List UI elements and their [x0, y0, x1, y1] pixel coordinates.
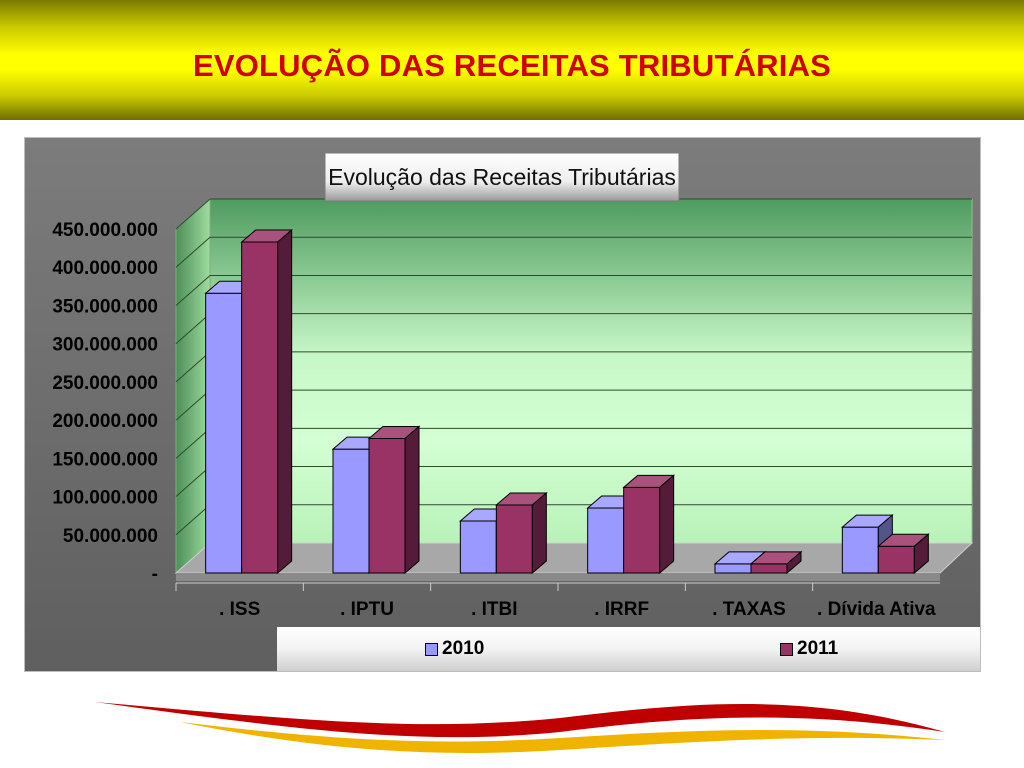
gridlines [175, 198, 972, 536]
gridline-side [175, 504, 211, 536]
legend-item-2010: 2010 [425, 638, 484, 660]
y-tick-label: 50.000.000 [63, 526, 158, 547]
bar-front [750, 563, 788, 574]
y-tick-label: 100.000.000 [52, 488, 158, 509]
legend-swatch-2010 [425, 642, 438, 656]
back-wall [209, 198, 973, 544]
legend: 2010 2011 [277, 627, 980, 671]
bar-2011-5 [876, 533, 930, 575]
gridline-side [175, 313, 211, 345]
gridline-side [175, 351, 211, 383]
bar-2011-2 [494, 491, 548, 575]
bar-front [587, 507, 625, 574]
y-tick-label: 200.000.000 [52, 411, 158, 432]
bar-2011-3 [622, 474, 676, 575]
bar-side [786, 550, 802, 575]
bar-side [531, 491, 547, 575]
x-tick-label: . Dívida Ativa [817, 599, 936, 620]
y-tick-label: - [152, 564, 158, 585]
bar-front [459, 520, 497, 574]
gridline-side [175, 427, 211, 459]
chart-title: Evolução das Receitas Tributárias [328, 164, 676, 190]
y-axis: - 50.000.000 100.000.000 150.000.000 200.000… [52, 220, 158, 585]
bar-side [277, 228, 293, 575]
x-tick-label: . ITBI [471, 599, 517, 620]
bar-side [404, 425, 420, 575]
bar-front [205, 292, 243, 574]
y-tick-label: 350.000.000 [52, 296, 158, 317]
bar-2011-0 [240, 228, 294, 575]
gridline-side [175, 389, 211, 421]
gridline-side [175, 275, 211, 306]
floor-front [176, 573, 940, 581]
y-tick-label: 400.000.000 [52, 258, 158, 279]
bar-2011-1 [367, 425, 421, 575]
bar-front [368, 437, 406, 574]
bar-front [877, 545, 915, 574]
plot-area [175, 197, 973, 575]
x-tick-label: . TAXAS [712, 599, 786, 620]
bar-front [623, 486, 661, 574]
bar-side [913, 533, 929, 575]
title-banner: EVOLUÇÃO DAS RECEITAS TRIBUTÁRIAS [0, 0, 1024, 120]
side-wall [175, 197, 211, 575]
legend-label-2011: 2011 [797, 638, 839, 659]
x-tick-label: . IPTU [340, 599, 394, 620]
gridline-side [175, 236, 211, 268]
legend-label-2010: 2010 [442, 638, 485, 659]
bar-front [841, 526, 879, 574]
y-tick-label: 450.000.000 [52, 220, 158, 241]
chart-title-box: Evolução das Receitas Tributárias [324, 152, 680, 202]
legend-swatch-2011 [780, 642, 793, 656]
x-tick-label: . IRRF [594, 599, 649, 620]
bar-front [332, 448, 370, 574]
bar-side [659, 474, 675, 575]
y-tick-label: 250.000.000 [52, 373, 158, 394]
x-tick-label: . ISS [219, 599, 260, 620]
bar-front [495, 504, 533, 574]
legend-item-2011: 2011 [780, 638, 838, 660]
bar-2011-4 [749, 550, 803, 575]
y-tick-label: 150.000.000 [52, 449, 158, 470]
gridline-side [175, 198, 211, 230]
y-tick-label: 300.000.000 [52, 335, 158, 356]
gridline-side [175, 466, 211, 497]
bars [204, 228, 930, 575]
bar-front [714, 563, 752, 574]
slide-title: EVOLUÇÃO DAS RECEITAS TRIBUTÁRIAS [192, 48, 832, 83]
x-axis: . ISS . IPTU . ITBI . IRRF . TAXAS . Dívida A… [175, 582, 940, 620]
bar-front [241, 241, 279, 574]
decorative-swoosh [95, 702, 945, 753]
